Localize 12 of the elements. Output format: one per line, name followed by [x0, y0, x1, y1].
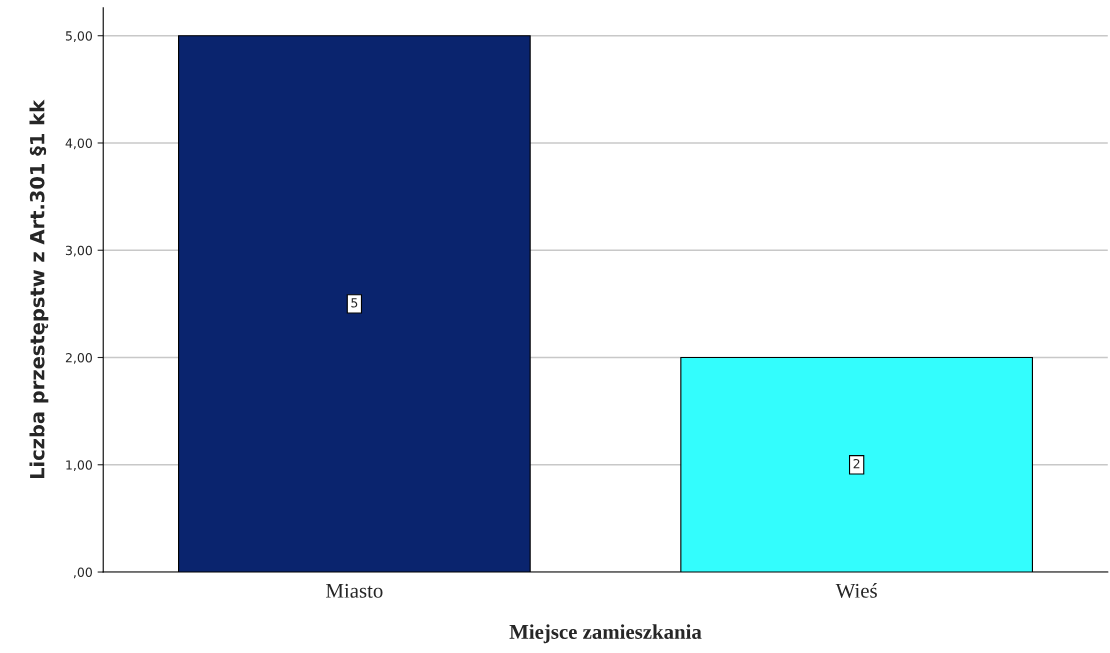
y-tick-label: ,00 [73, 567, 92, 579]
x-tick-label: Wieś [835, 583, 877, 598]
y-tick-label: 2,00 [65, 352, 92, 364]
y-tick-label: 5,00 [65, 31, 92, 42]
y-tick-label: 3,00 [65, 245, 92, 257]
x-tick-label: Miasto [326, 583, 383, 598]
y-axis-title: Liczba przestępstw z Art.301 §1 kk [29, 99, 49, 479]
data-label: 2 [853, 458, 860, 469]
data-label: 5 [351, 298, 358, 308]
y-tick-label: 4,00 [65, 138, 92, 150]
x-axis-title: Miejsce zamieszkania [509, 624, 702, 644]
y-tick-label: 1,00 [66, 460, 92, 471]
